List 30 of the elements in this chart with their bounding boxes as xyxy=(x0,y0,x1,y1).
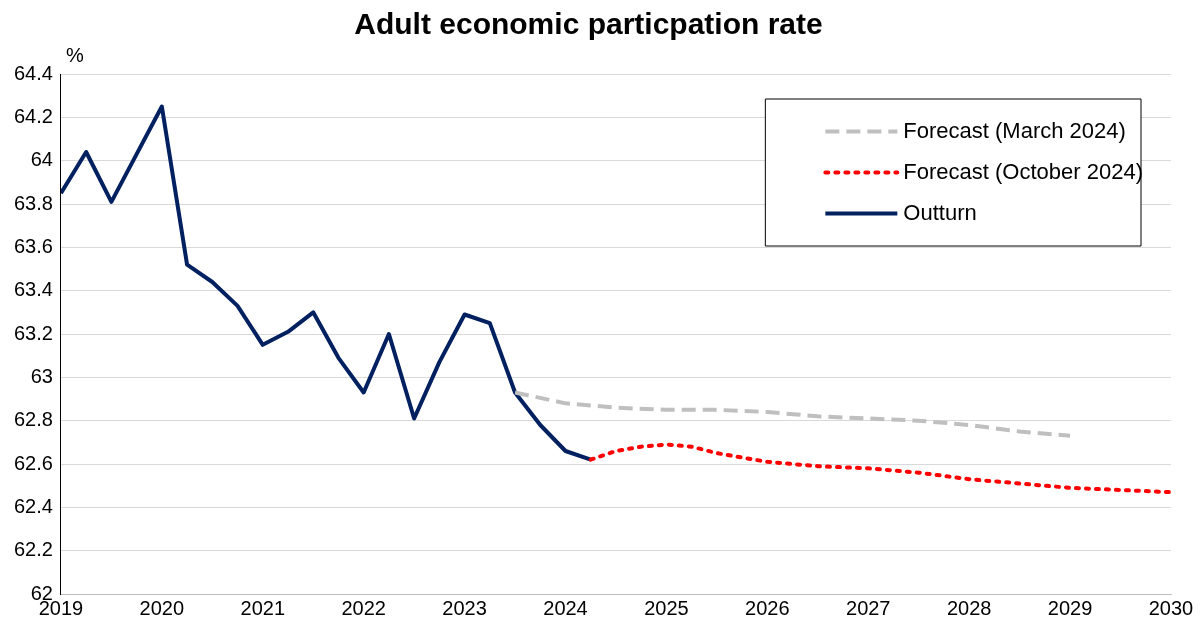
legend-label: Forecast (March 2024) xyxy=(903,117,1126,143)
legend-label: Outturn xyxy=(903,199,977,225)
y-tick-label: 62.8 xyxy=(13,408,53,431)
x-tick-label: 2021 xyxy=(240,596,286,619)
y-tick-label: 63.4 xyxy=(13,278,53,301)
y-tick-label: 64.4 xyxy=(13,61,53,84)
x-tick-label: 2029 xyxy=(1047,596,1093,619)
y-tick-label: 62.6 xyxy=(13,451,53,474)
x-tick-label: 2022 xyxy=(341,596,386,619)
y-axis-title: % xyxy=(66,43,85,66)
y-tick-label: 63 xyxy=(30,364,53,387)
legend-label: Forecast (October 2024) xyxy=(903,158,1144,184)
y-tick-label: 63.8 xyxy=(13,191,53,214)
x-tick-label: 2030 xyxy=(1148,596,1194,619)
x-tick-label: 2024 xyxy=(543,596,588,619)
y-tick-label: 62.4 xyxy=(13,494,53,517)
x-tick-label: 2027 xyxy=(846,596,891,619)
x-tick-label: 2025 xyxy=(644,596,689,619)
line-series xyxy=(513,390,1073,438)
x-tick-label: 2023 xyxy=(442,596,487,619)
y-tick-label: 62.2 xyxy=(13,538,53,561)
y-tick-label: 63.6 xyxy=(13,234,53,257)
y-tick-label: 63.2 xyxy=(13,321,53,344)
y-tick-label: 64.2 xyxy=(13,104,53,127)
y-tick-label: 64 xyxy=(30,148,53,171)
chart-title: Adult economic particpation rate xyxy=(354,7,823,41)
line-series xyxy=(588,442,1171,495)
x-tick-label: 2020 xyxy=(139,596,185,619)
x-tick-label: 2026 xyxy=(745,596,790,619)
x-tick-label: 2028 xyxy=(946,596,992,619)
